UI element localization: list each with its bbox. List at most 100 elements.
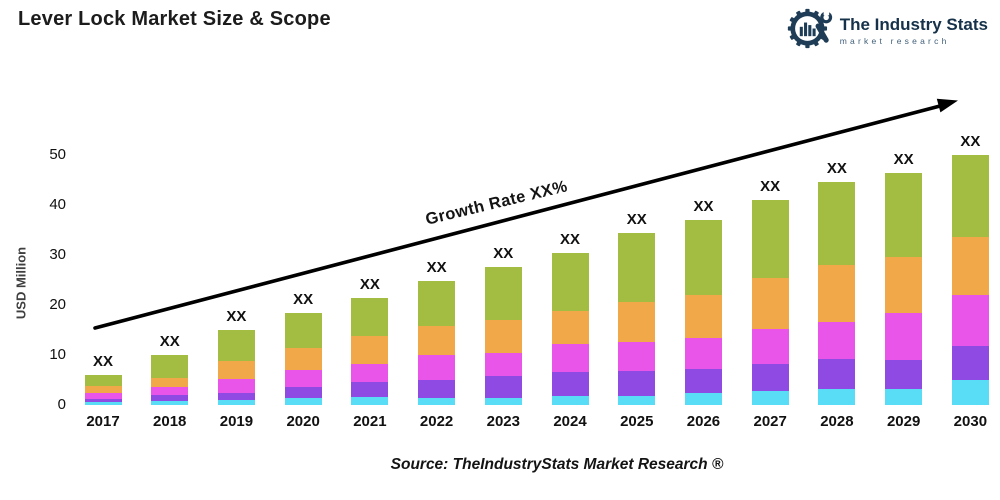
segment-magenta-2029	[885, 313, 923, 360]
segment-cyan-2026	[684, 393, 722, 405]
segment-green-2017	[84, 375, 122, 386]
x-tick-2028: 2028	[820, 413, 854, 430]
bar-stack-2018	[151, 355, 189, 405]
segment-cyan-2028	[818, 388, 856, 405]
segment-magenta-2026	[684, 338, 722, 369]
segment-green-2018	[151, 355, 189, 378]
segment-magenta-2024	[551, 344, 589, 372]
brand-name: The Industry Stats	[839, 15, 988, 35]
segment-magenta-2027	[751, 328, 789, 364]
bar-stack-2023	[484, 266, 522, 405]
page-title: Lever Lock Market Size & Scope	[18, 8, 331, 30]
segment-magenta-2023	[484, 353, 522, 376]
gear-wrench-icon	[787, 8, 833, 54]
segment-purple-2017	[84, 398, 122, 402]
segment-magenta-2018	[151, 386, 189, 395]
segment-cyan-2022	[418, 397, 456, 405]
segment-purple-2028	[818, 359, 856, 389]
segment-purple-2024	[551, 371, 589, 396]
segment-purple-2029	[885, 360, 923, 389]
segment-green-2026	[684, 219, 722, 295]
x-tick-2017: 2017	[86, 413, 120, 430]
bar-stack-2028	[818, 182, 856, 405]
segment-orange-2028	[818, 264, 856, 322]
x-tick-2027: 2027	[753, 413, 787, 430]
segment-green-2024	[551, 252, 589, 311]
segment-cyan-2024	[551, 396, 589, 405]
growth-rate-annotation: Growth Rate XX%	[423, 177, 570, 229]
x-tick-2021: 2021	[353, 413, 387, 430]
segment-orange-2020	[284, 348, 322, 370]
segment-cyan-2021	[351, 397, 389, 405]
segment-orange-2030	[951, 236, 989, 295]
y-tick-30: 30	[49, 246, 66, 263]
segment-green-2027	[751, 199, 789, 278]
x-tick-2019: 2019	[219, 413, 254, 430]
y-axis-label: USD Million	[13, 246, 29, 320]
bar-value-label-2024: XX	[560, 230, 581, 248]
segment-green-2029	[885, 172, 923, 257]
segment-magenta-2028	[818, 321, 856, 359]
segment-purple-2021	[351, 382, 389, 397]
segment-purple-2018	[151, 395, 189, 401]
segment-purple-2026	[684, 368, 722, 393]
segment-magenta-2019	[217, 378, 255, 393]
bar-stack-2030	[951, 155, 989, 405]
segment-orange-2022	[418, 326, 456, 355]
segment-green-2020	[284, 312, 322, 348]
segment-green-2022	[418, 280, 456, 326]
bar-value-label-2017: XX	[92, 353, 113, 370]
segment-purple-2019	[217, 393, 255, 400]
y-tick-20: 20	[49, 296, 66, 313]
segment-orange-2018	[151, 377, 189, 387]
x-tick-2025: 2025	[620, 413, 654, 430]
segment-magenta-2020	[284, 369, 322, 387]
bar-value-label-2028: XX	[826, 160, 847, 177]
bar-stack-2022	[418, 280, 456, 405]
source-note: Source: TheIndustryStats Market Research…	[390, 456, 724, 473]
segment-orange-2026	[684, 294, 722, 338]
segment-orange-2025	[618, 301, 656, 342]
x-tick-2024: 2024	[553, 413, 587, 430]
segment-orange-2017	[84, 385, 122, 393]
brand-tagline: market research	[839, 35, 950, 46]
segment-cyan-2020	[284, 398, 322, 405]
segment-magenta-2030	[951, 294, 989, 346]
segment-cyan-2027	[751, 390, 789, 405]
bar-value-label-2030: XX	[960, 133, 981, 150]
bar-stack-2020	[284, 312, 322, 405]
segment-purple-2022	[418, 380, 456, 398]
segment-orange-2029	[885, 257, 923, 313]
segment-orange-2021	[351, 335, 389, 364]
segment-orange-2023	[484, 319, 522, 353]
y-tick-0: 0	[57, 396, 66, 413]
x-tick-2020: 2020	[286, 413, 320, 430]
segment-purple-2027	[751, 364, 789, 391]
segment-purple-2020	[284, 387, 322, 398]
bar-stack-2027	[751, 199, 789, 405]
brand-logo: The Industry Stats market research	[787, 8, 988, 54]
bar-value-label-2025: XX	[626, 210, 647, 228]
bar-value-label-2029: XX	[893, 150, 914, 168]
bar-value-label-2027: XX	[760, 177, 781, 195]
segment-orange-2019	[217, 360, 255, 379]
segment-magenta-2022	[418, 354, 456, 380]
segment-magenta-2021	[351, 363, 389, 382]
segment-green-2028	[818, 182, 856, 265]
segment-magenta-2025	[618, 342, 656, 371]
x-tick-2018: 2018	[153, 413, 187, 430]
segment-purple-2030	[951, 345, 989, 380]
y-tick-50: 50	[49, 146, 66, 163]
x-tick-2029: 2029	[886, 413, 921, 430]
segment-green-2030	[951, 155, 989, 237]
segment-green-2021	[351, 297, 389, 336]
bar-value-label-2018: XX	[159, 333, 180, 350]
bar-value-label-2019: XX	[226, 308, 247, 325]
bar-stack-2029	[885, 172, 923, 405]
bar-stack-2017	[84, 375, 122, 405]
x-tick-2030: 2030	[953, 413, 988, 430]
x-tick-2026: 2026	[686, 413, 721, 430]
segment-cyan-2019	[217, 400, 255, 405]
segment-purple-2023	[484, 375, 522, 398]
